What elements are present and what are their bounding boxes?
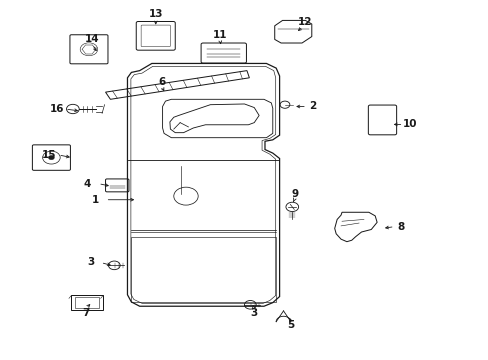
Bar [71,296,103,310]
Text: 12: 12 [298,17,312,27]
Text: 3: 3 [250,308,257,318]
Text: 4: 4 [83,179,91,189]
Text: 7: 7 [82,308,89,318]
Text: 10: 10 [402,120,417,129]
Text: 11: 11 [212,30,227,40]
Text: 14: 14 [85,35,100,44]
Text: 6: 6 [158,77,165,87]
Text: 5: 5 [286,320,294,330]
Text: 9: 9 [290,189,298,199]
Text: 2: 2 [308,102,316,112]
Text: 15: 15 [42,150,57,160]
Bar [75,297,99,308]
Text: 8: 8 [396,222,404,231]
Circle shape [48,156,54,160]
Text: 1: 1 [92,195,99,205]
Text: 16: 16 [49,104,64,114]
Text: 3: 3 [87,257,94,267]
Text: 13: 13 [148,9,163,19]
